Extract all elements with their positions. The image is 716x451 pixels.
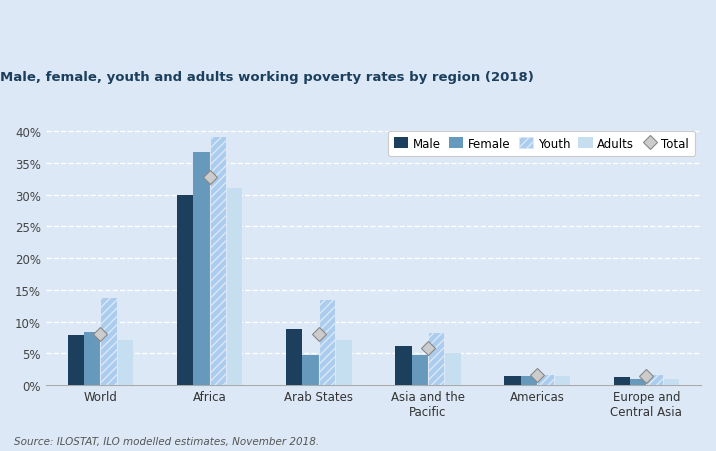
Bar (177, 195, 193, 385)
Bar (663, 379, 679, 385)
Bar (647, 374, 663, 385)
Bar (84, 332, 100, 385)
Bar (521, 376, 537, 385)
Bar (412, 355, 428, 385)
Bar (445, 353, 461, 385)
Legend: Male, Female, Youth, Adults, Total: Male, Female, Youth, Adults, Total (388, 131, 695, 156)
Bar (553, 376, 570, 385)
Bar (286, 330, 302, 385)
Bar (117, 340, 133, 385)
Bar (630, 379, 647, 385)
Text: Male, female, youth and adults working poverty rates by region (2018): Male, female, youth and adults working p… (0, 71, 534, 83)
Bar (226, 188, 243, 385)
Bar (505, 376, 521, 385)
Bar (193, 153, 210, 385)
Bar (68, 335, 84, 385)
Bar (614, 377, 630, 385)
Bar (100, 298, 117, 385)
Text: Source: ILOSTAT, ILO modelled estimates, November 2018.: Source: ILOSTAT, ILO modelled estimates,… (14, 437, 319, 446)
Bar (335, 340, 352, 385)
Bar (302, 355, 319, 385)
Bar (395, 346, 412, 385)
Bar (537, 374, 553, 385)
Bar (319, 300, 335, 385)
Bar (428, 333, 445, 385)
Bar (210, 136, 226, 385)
